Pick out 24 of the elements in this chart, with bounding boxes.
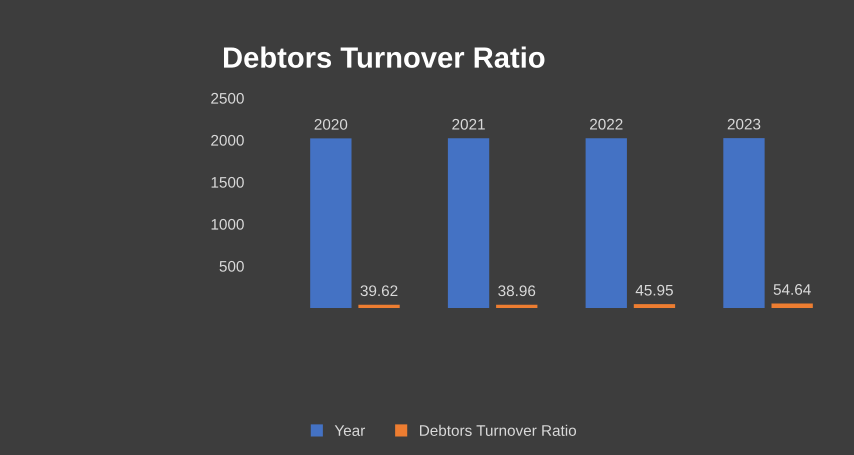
bar	[586, 138, 627, 308]
bar	[772, 303, 813, 308]
bar	[358, 304, 400, 308]
y-tick-label: 2500	[211, 92, 244, 104]
data-label: 2023	[728, 118, 760, 130]
data-label: 45.95	[636, 284, 673, 296]
chart-title: Debtors Turnover Ratio	[224, 46, 544, 68]
data-label: 38.96	[498, 285, 536, 296]
data-label: 2020	[314, 118, 348, 130]
data-label: 2021	[452, 118, 485, 130]
legend-label: Debtors Turnover Ratio	[420, 424, 576, 436]
y-tick-label: 1500	[212, 176, 244, 188]
bar	[448, 138, 490, 308]
bar	[496, 304, 538, 308]
bar	[723, 138, 765, 308]
data-label: 2022	[590, 118, 622, 130]
data-label: 54.64	[774, 284, 811, 295]
bar	[634, 304, 676, 308]
y-tick-label: 1000	[212, 218, 244, 230]
y-tick-label: 2000	[211, 134, 244, 146]
data-label: 39.62	[360, 285, 398, 296]
y-tick-label: 500	[220, 260, 244, 272]
legend-label: Year	[334, 425, 366, 436]
bar	[310, 138, 352, 308]
